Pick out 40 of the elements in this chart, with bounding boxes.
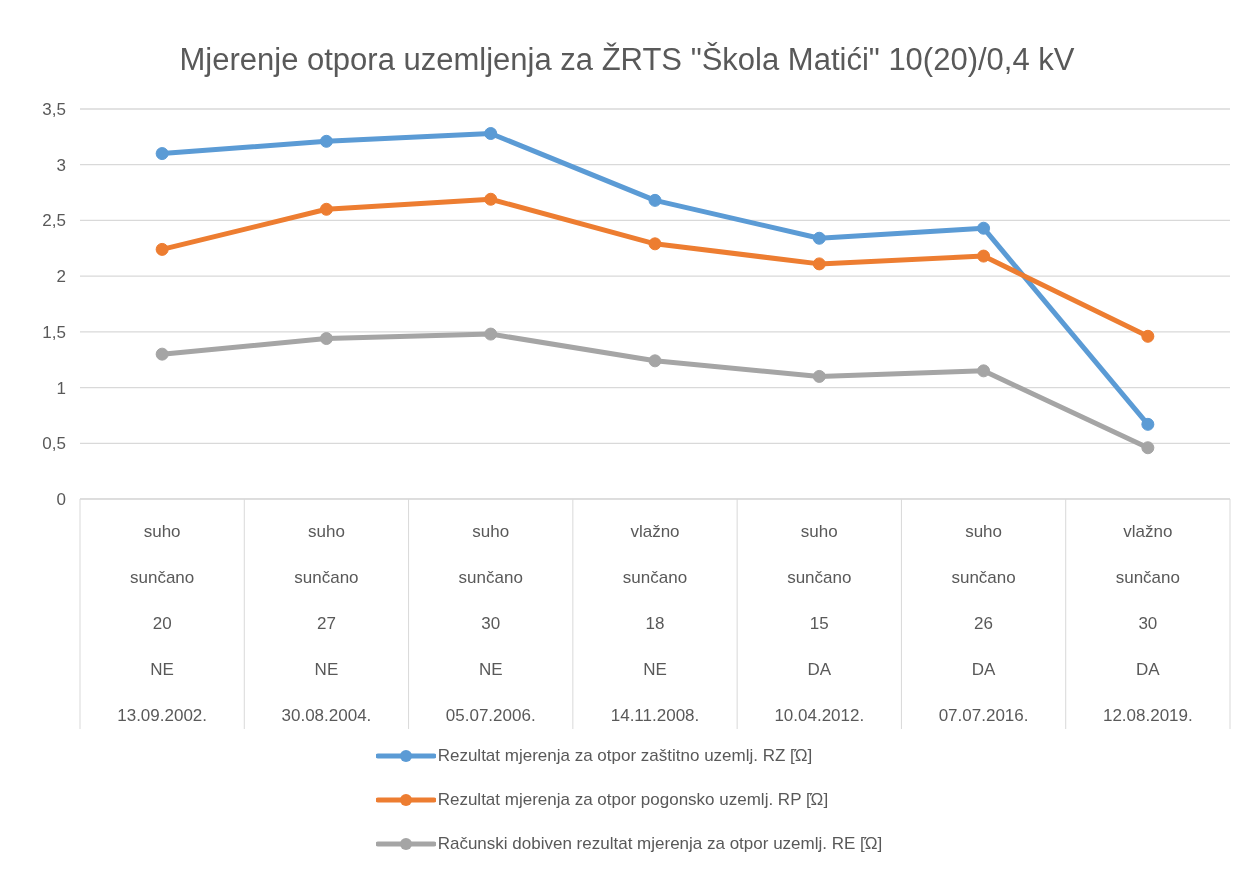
point xyxy=(812,369,826,383)
y-tick-label: 1,5 xyxy=(42,322,66,342)
point xyxy=(155,347,169,361)
point xyxy=(484,327,498,341)
point xyxy=(812,257,826,271)
y-tick-label: 2,5 xyxy=(42,211,66,231)
point xyxy=(648,237,662,251)
point xyxy=(1141,417,1155,431)
point xyxy=(648,193,662,207)
point xyxy=(1141,441,1155,455)
category-label: vlažno sunčano 18 NE 14.11.2008. xyxy=(610,522,700,725)
legend-label: Rezultat mjerenja za otpor pogonsko uzemlj. RP [Ώ] xyxy=(437,790,829,810)
point xyxy=(319,202,333,216)
y-tick-label: 3 xyxy=(56,155,66,175)
point xyxy=(1141,329,1155,343)
point xyxy=(812,231,826,245)
category-label: vlažno sunčano 30 DA 12.08.2019. xyxy=(1102,522,1193,725)
y-tick-label: 0,5 xyxy=(42,434,66,454)
point xyxy=(155,147,169,161)
chart-title: Mjerenje otpora uzemljenja za ŽRTS "Škola Matići" 10(20)/0,4 kV xyxy=(178,42,1076,78)
y-tick-label: 0 xyxy=(56,490,66,509)
legend-label: Rezultat mjerenja za otpor zaštitno uzemlj. RZ [Ώ] xyxy=(437,746,813,766)
point xyxy=(484,127,498,141)
legend-label: Računski dobiven rezultat mjerenja za otpor uzemlj. RE [Ώ] xyxy=(437,834,883,854)
point xyxy=(977,249,991,263)
y-tick-label: 3,5 xyxy=(42,100,66,119)
point xyxy=(648,354,662,368)
category-label: suho sunčano 20 NE 13.09.2002. xyxy=(117,522,208,725)
point xyxy=(484,192,498,206)
category-label: suho sunčano 30 NE 05.07.2006. xyxy=(445,522,536,725)
point xyxy=(319,332,333,346)
point xyxy=(155,242,169,256)
category-label: suho sunčano 26 DA 07.07.2016. xyxy=(938,522,1029,725)
point xyxy=(977,221,991,235)
category-label: suho sunčano 15 DA 10.04.2012. xyxy=(774,522,865,725)
point xyxy=(319,134,333,148)
point xyxy=(977,364,991,378)
category-label: suho sunčano 27 NE 30.08.2004. xyxy=(281,522,372,725)
y-tick-label: 2 xyxy=(56,267,66,287)
y-tick-label: 1 xyxy=(56,378,66,398)
